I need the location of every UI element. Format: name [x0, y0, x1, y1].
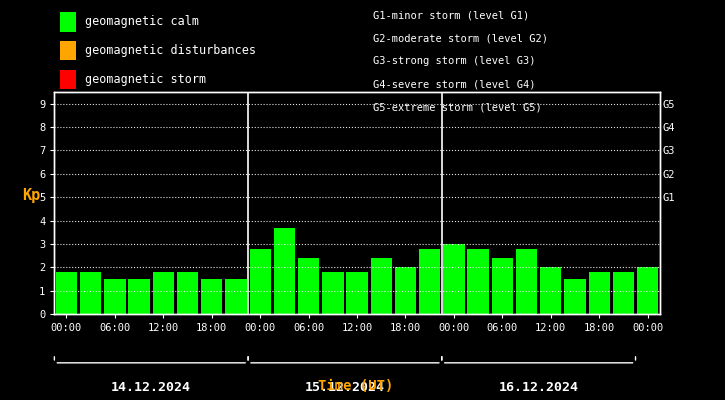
Text: G1-minor storm (level G1): G1-minor storm (level G1): [373, 10, 530, 20]
Bar: [274, 228, 295, 314]
Bar: [370, 258, 392, 314]
Bar: [347, 272, 368, 314]
Bar: [395, 267, 416, 314]
Text: 15.12.2024: 15.12.2024: [305, 381, 385, 394]
Bar: [419, 248, 440, 314]
Bar: [298, 258, 319, 314]
Bar: [128, 279, 150, 314]
Bar: [564, 279, 586, 314]
Text: G4-severe storm (level G4): G4-severe storm (level G4): [373, 80, 536, 90]
Text: G3-strong storm (level G3): G3-strong storm (level G3): [373, 56, 536, 66]
Bar: [249, 248, 271, 314]
Bar: [613, 272, 634, 314]
Text: geomagnetic calm: geomagnetic calm: [85, 16, 199, 28]
Text: G2-moderate storm (level G2): G2-moderate storm (level G2): [373, 33, 548, 43]
Text: 14.12.2024: 14.12.2024: [111, 381, 191, 394]
Bar: [225, 279, 246, 314]
Bar: [443, 244, 465, 314]
Bar: [492, 258, 513, 314]
Y-axis label: Kp: Kp: [22, 188, 40, 203]
Bar: [540, 267, 561, 314]
Bar: [80, 272, 102, 314]
Bar: [177, 272, 198, 314]
Bar: [322, 272, 344, 314]
Text: geomagnetic disturbances: geomagnetic disturbances: [85, 44, 256, 57]
Bar: [516, 248, 537, 314]
Bar: [104, 279, 125, 314]
Text: Time (UT): Time (UT): [318, 379, 393, 393]
Bar: [201, 279, 223, 314]
Bar: [589, 272, 610, 314]
Text: geomagnetic storm: geomagnetic storm: [85, 73, 206, 86]
Text: G5-extreme storm (level G5): G5-extreme storm (level G5): [373, 103, 542, 113]
Bar: [56, 272, 77, 314]
Text: 16.12.2024: 16.12.2024: [499, 381, 579, 394]
Bar: [468, 248, 489, 314]
Bar: [153, 272, 174, 314]
Bar: [637, 267, 658, 314]
